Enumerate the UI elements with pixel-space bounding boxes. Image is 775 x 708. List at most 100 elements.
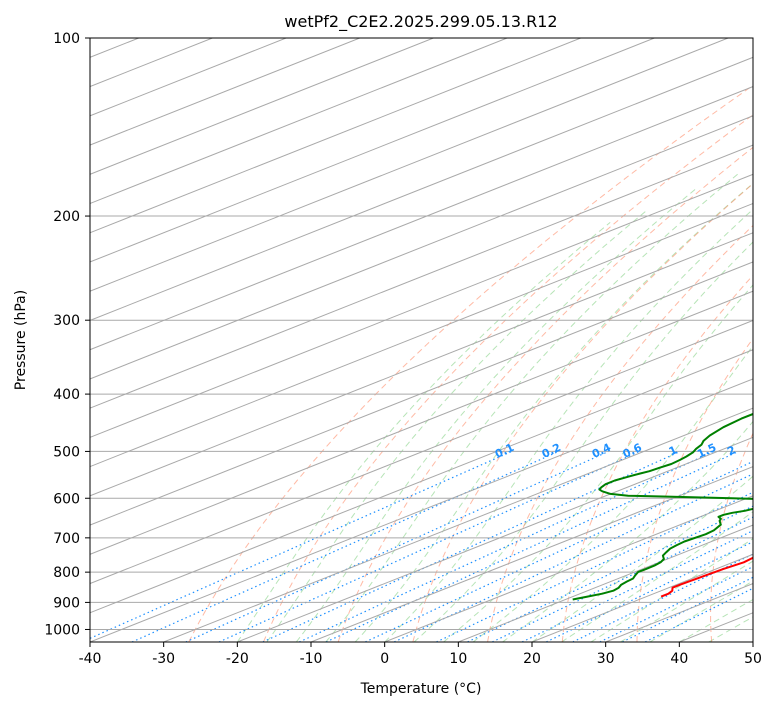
isotherm [90,202,753,468]
moist-adiabat [325,173,738,642]
isotherm [384,495,753,642]
mixing-ratio-label: 0.4 [590,441,613,461]
x-tick-label: -20 [226,651,249,667]
moist-adiabat [620,560,753,642]
x-axis-label: Temperature (°C) [360,681,482,697]
isotherm [310,466,753,642]
y-tick-label: 1000 [44,622,80,638]
isotherm [90,261,753,526]
isotherms [0,38,753,642]
mixing-ratio-line [492,516,753,642]
x-tick-label: 50 [744,651,762,667]
mixing-ratio-label: 3 [762,443,774,458]
isotherm [90,319,753,585]
chart-title: wetPf2_C2E2.2025.299.05.13.R12 [284,12,557,32]
x-tick-label: 30 [597,651,615,667]
dry-adiabat [263,114,753,642]
mixing-ratio-label: 0.1 [493,441,516,461]
isotherm [90,290,753,555]
mixing-ratio-line [436,491,753,642]
profiles [572,412,753,601]
mixing-ratio-line [365,460,753,642]
y-tick-label: 400 [53,387,80,403]
mixing-ratio-line [185,450,609,642]
isotherm [679,612,753,642]
mixing-ratio-line [131,450,559,642]
isotherm [90,38,213,88]
x-tick-label: 0 [380,651,389,667]
isotherm [752,641,753,642]
y-axis: 100 200 300 400 500 600 700 800 900 1000 [44,31,90,638]
plot-area: 0.10.20.40.611.52346810131620253036-100-… [0,38,774,642]
y-tick-label: 300 [53,313,80,329]
y-tick-label: 900 [53,595,80,611]
moist-adiabat [295,188,697,642]
y-axis-label: Pressure (hPa) [13,290,29,390]
isotherm [163,407,753,642]
x-tick-label: -30 [152,651,175,667]
line-labels: 0.10.20.40.611.52346810131620253036-100-… [493,441,774,461]
mixing-ratio-line [467,505,753,642]
isotherm [90,38,655,263]
dry-adiabat [636,337,753,642]
mixing-ratio-lines [90,450,753,642]
isotherm [0,38,65,642]
isotherm [90,38,434,175]
isotherm [90,115,753,380]
y-tick-label: 500 [53,444,80,460]
dewpoint-line [572,412,753,601]
isotherm [90,38,581,234]
dry-adiabat [337,146,753,642]
x-tick-label: 20 [523,651,541,667]
dry-adiabat [412,183,753,642]
moist-adiabat [443,284,753,642]
isotherm [90,232,753,497]
isotherm [458,524,753,642]
mixing-ratio-label: 1.5 [695,441,718,461]
y-tick-label: 700 [53,531,80,547]
dry-adiabat [561,274,753,642]
moist-adiabat [531,475,753,642]
pressure-gridlines [90,38,753,630]
y-tick-label: 100 [53,31,80,47]
y-tick-label: 800 [53,565,80,581]
mixing-ratio-line [325,450,739,642]
moist-adiabat [502,420,753,642]
isotherm [90,38,360,146]
isotherm [90,86,753,351]
x-tick-label: -40 [79,651,102,667]
mixing-ratio-line [521,529,753,642]
isotherm [237,436,753,642]
dry-adiabat [487,224,753,642]
moist-adiabat [413,241,753,642]
isotherm [90,38,508,205]
mixing-ratio-line [393,473,753,642]
isotherm [90,144,753,409]
mixing-ratio-line [218,450,640,642]
moist-adiabat [590,538,753,642]
x-tick-label: 10 [449,651,467,667]
isotherm [90,56,753,321]
mixing-ratio-line [644,587,753,642]
mixing-ratio-label: 0.2 [540,441,563,461]
moist-adiabat [236,222,611,642]
y-tick-label: 600 [53,491,80,507]
x-axis: -40 -30 -20 -10 0 10 20 30 40 50 [79,642,762,667]
plot-frame [89,37,754,643]
x-tick-label: -10 [300,651,323,667]
moist-adiabat [708,616,753,642]
isotherm [90,349,753,614]
moist-adiabat [679,598,753,642]
mixing-ratio-label: 0.6 [621,441,644,461]
isotherm [90,173,753,438]
isotherm [531,553,753,642]
moist-adiabat [354,182,753,642]
moist-adiabat [266,209,649,642]
dry-adiabats [188,84,753,642]
isotherm [90,378,753,642]
y-tick-label: 200 [53,209,80,225]
x-tick-label: 40 [670,651,688,667]
isotherm [90,38,729,292]
moist-adiabat [649,580,753,642]
